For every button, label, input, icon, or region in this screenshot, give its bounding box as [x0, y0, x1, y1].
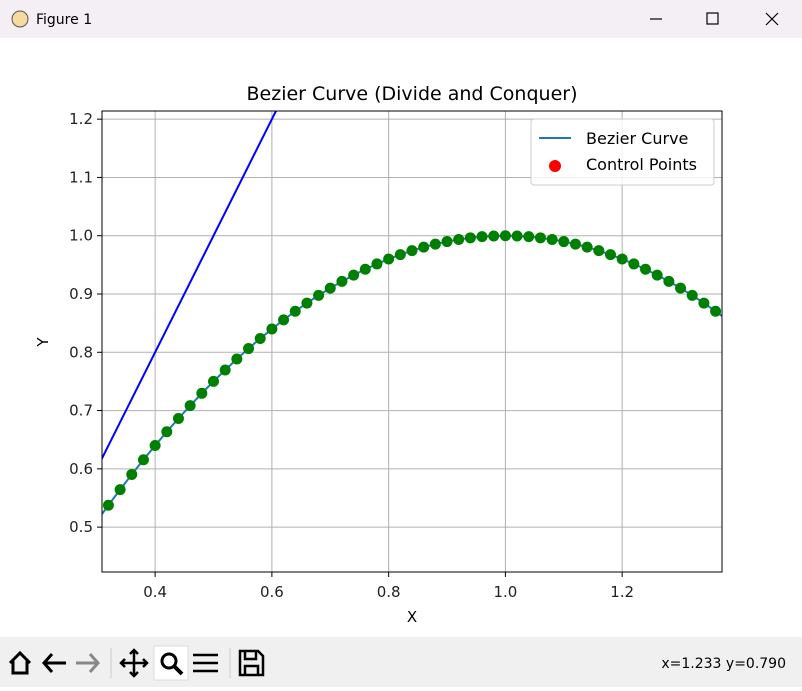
point: [371, 258, 383, 270]
point: [102, 499, 114, 511]
x-tick-label: 1.0: [493, 583, 517, 601]
point: [243, 343, 255, 355]
point: [698, 297, 710, 309]
y-tick-label: 1.1: [69, 168, 93, 186]
point: [511, 230, 523, 242]
point: [640, 263, 652, 275]
point: [254, 333, 266, 345]
point: [126, 468, 138, 480]
point: [429, 238, 441, 250]
point: [453, 233, 465, 245]
point: [558, 236, 570, 248]
x-tick-label: 1.2: [610, 583, 634, 601]
point: [172, 412, 184, 424]
point: [663, 275, 675, 287]
point: [336, 275, 348, 287]
title-bar: [0, 0, 802, 38]
y-tick-label: 1.2: [69, 110, 93, 128]
point: [675, 282, 687, 294]
close-button[interactable]: [765, 12, 779, 26]
axes-frame: [101, 110, 723, 573]
cursor-status: x=1.233 y=0.790: [661, 656, 786, 672]
point: [383, 253, 395, 265]
x-tick-label: 0.6: [260, 583, 284, 601]
point: [604, 249, 616, 261]
point: [114, 484, 126, 496]
home-button[interactable]: [8, 650, 32, 675]
point: [149, 440, 161, 452]
point: [534, 232, 546, 244]
zoom-button[interactable]: [153, 645, 189, 681]
point: [313, 289, 325, 301]
zoom-icon-handle: [172, 664, 184, 676]
point: [324, 282, 336, 294]
point: [721, 318, 722, 322]
point: [208, 375, 220, 387]
point: [593, 245, 605, 257]
app-icon: [11, 10, 29, 28]
y-axis-label: Y: [34, 337, 52, 348]
y-tick-label: 0.9: [69, 285, 93, 303]
point: [710, 305, 722, 317]
maximize-button[interactable]: [706, 12, 719, 25]
point: [301, 297, 313, 309]
point: [406, 245, 418, 257]
x-tick-label: 0.8: [377, 583, 401, 601]
legend-box: [530, 118, 715, 186]
legend-label: Control Points: [586, 155, 697, 174]
back-button[interactable]: [41, 653, 66, 673]
point: [137, 454, 149, 466]
y-tick-label: 0.5: [69, 518, 93, 536]
y-tick-label: 0.6: [69, 460, 93, 478]
zoom-icon: [160, 652, 178, 670]
window-title: Figure 1: [36, 12, 92, 28]
point: [161, 426, 173, 438]
point: [628, 258, 640, 270]
legend-label: Bezier Curve: [586, 129, 688, 148]
y-tick-label: 1.0: [69, 227, 93, 245]
point: [184, 400, 196, 412]
pan-button[interactable]: [119, 648, 149, 678]
point: [278, 314, 290, 326]
point: [651, 269, 663, 281]
point: [359, 263, 371, 275]
point: [196, 387, 208, 399]
point: [464, 232, 476, 244]
y-tick-label: 0.8: [69, 343, 93, 361]
save-button[interactable]: [238, 649, 265, 677]
chart-title: Bezier Curve (Divide and Conquer): [247, 83, 578, 105]
y-tick-label: 0.7: [69, 402, 93, 420]
configure-button[interactable]: [193, 653, 218, 673]
point: [488, 230, 500, 242]
point: [616, 253, 628, 265]
point: [219, 364, 231, 376]
point: [394, 249, 406, 261]
point: [289, 305, 301, 317]
point: [348, 269, 360, 281]
point: [441, 236, 453, 248]
point: [569, 238, 581, 250]
x-axis-label: X: [407, 608, 417, 626]
legend-swatch: [549, 160, 561, 172]
point: [523, 231, 535, 243]
point: [546, 233, 558, 245]
point: [418, 241, 430, 253]
point: [231, 353, 243, 365]
point: [499, 230, 511, 242]
forward-button[interactable]: [76, 653, 101, 673]
point: [686, 289, 698, 301]
point: [581, 241, 593, 253]
point: [476, 231, 488, 243]
x-tick-label: 0.4: [143, 583, 167, 601]
point: [266, 323, 278, 335]
